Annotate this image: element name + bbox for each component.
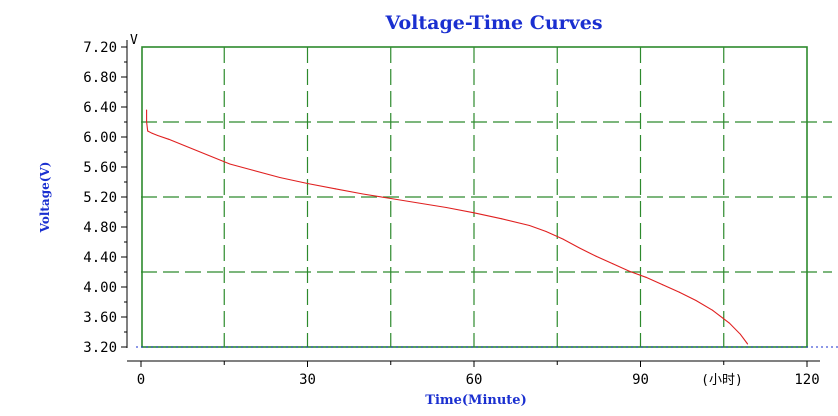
data-point — [445, 207, 447, 208]
data-point — [612, 263, 614, 265]
x-tick-label: 90 — [632, 372, 649, 388]
data-point — [168, 138, 170, 140]
data-point — [251, 169, 253, 171]
data-point — [678, 291, 680, 293]
x-tick-label: 60 — [466, 372, 483, 388]
data-point — [595, 255, 597, 257]
y-tick-label: 6.40 — [83, 100, 117, 116]
data-point — [645, 276, 647, 278]
data-point — [562, 238, 564, 240]
voltage-curve — [146, 110, 749, 345]
data-point — [473, 212, 475, 214]
data-point — [146, 109, 148, 111]
data-point — [662, 284, 664, 286]
data-point — [418, 202, 419, 204]
data-point — [739, 333, 741, 335]
data-point — [545, 231, 547, 232]
y-tick-label: 5.60 — [83, 160, 117, 176]
x-axis-label: Time(Minute) — [425, 393, 526, 408]
data-point — [279, 177, 281, 178]
y-tick-label: 5.20 — [83, 190, 117, 206]
data-point — [207, 154, 209, 156]
data-point — [728, 322, 730, 324]
data-point — [695, 300, 697, 301]
y-axis-label: Voltage(V) — [38, 162, 52, 234]
y-tick-label: 4.00 — [83, 280, 117, 296]
y-tick-label: 4.40 — [83, 250, 117, 266]
y-tick-label: 3.20 — [83, 340, 117, 356]
x-tick-label: 30 — [299, 372, 316, 388]
y-tick-label: 3.60 — [83, 310, 117, 326]
x-tick-label: 0 — [137, 372, 145, 388]
data-point — [501, 218, 503, 220]
y-tick-label: 4.80 — [83, 220, 117, 236]
data-point — [390, 198, 392, 199]
y-tick-label: 6.00 — [83, 130, 117, 146]
data-point — [229, 163, 231, 165]
y-tick-label: 7.20 — [83, 40, 117, 56]
data-point — [747, 343, 749, 345]
data-point — [147, 130, 149, 132]
grid — [136, 46, 838, 348]
data-point — [184, 145, 186, 147]
data-point — [151, 132, 153, 134]
x-unit-label: (小时) — [701, 373, 743, 388]
chart-title: Voltage-Time Curves — [384, 12, 602, 34]
plot-border — [141, 46, 808, 348]
data-point — [157, 135, 159, 136]
data-point — [334, 188, 336, 190]
data-point — [307, 183, 308, 184]
data-point — [529, 225, 530, 226]
y-tick-label: 6.80 — [83, 70, 117, 86]
data-point — [362, 193, 364, 195]
series — [146, 109, 749, 345]
data-point — [628, 270, 630, 272]
data-point — [712, 309, 714, 311]
ticks: 3.20 3.60 4.00 4.40 4.80 5.20 5.60 6.00 6.40 6.80… — [83, 40, 819, 388]
data-point — [579, 247, 580, 249]
data-point — [146, 121, 148, 123]
y-unit-label: V — [130, 33, 138, 48]
x-tick-label: 120 — [794, 372, 819, 388]
